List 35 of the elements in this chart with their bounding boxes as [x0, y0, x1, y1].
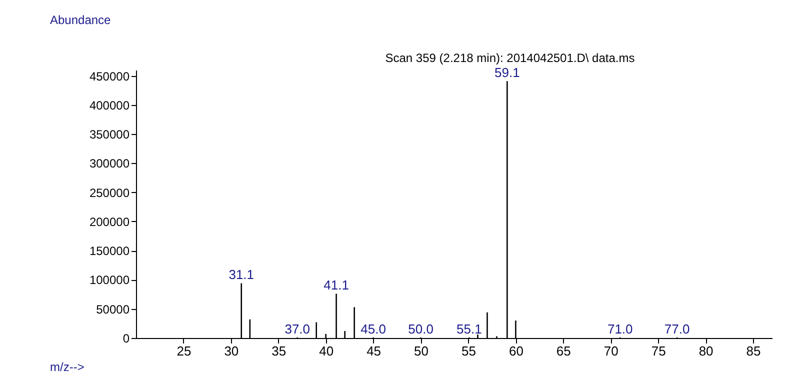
annotation: 41.1 [324, 278, 349, 293]
x-tick-label: 35 [272, 344, 286, 358]
annotation: 71.0 [607, 321, 633, 336]
x-tick-label: 70 [604, 344, 618, 358]
x-axis-title: m/z--> [50, 360, 84, 374]
x-tick-label: 25 [176, 344, 192, 358]
y-tick-label: 0 [122, 332, 130, 346]
x-tick-label: 75 [651, 344, 666, 358]
annotation: 55.1 [456, 321, 482, 336]
annotation: 45.0 [360, 321, 386, 336]
y-tick-label: 200000 [89, 214, 130, 229]
y-tick-label: 300000 [89, 156, 130, 171]
x-tick-label: 55 [462, 344, 476, 358]
x-tick-label: 60 [508, 344, 524, 358]
annotation: 59.1 [494, 65, 520, 80]
chart-title: Scan 359 (2.218 min): 2014042501.D\ data.ms [385, 51, 635, 65]
x-tick-label: 50 [414, 344, 429, 358]
x-tick-label: 65 [556, 344, 571, 358]
y-tick-label: 250000 [89, 186, 130, 200]
annotation: 77.0 [664, 321, 690, 336]
y-tick-label: 350000 [89, 128, 130, 142]
annotation: 50.0 [408, 321, 434, 336]
x-tick-label: 85 [746, 344, 761, 358]
y-tick-label: 150000 [89, 244, 130, 258]
x-tick-label: 80 [698, 344, 714, 358]
x-tick-label: 45 [366, 344, 382, 358]
x-tick-label: 30 [224, 344, 239, 358]
annotation: 31.1 [228, 267, 254, 282]
annotation: 37.0 [284, 321, 310, 336]
y-tick-label: 450000 [89, 69, 130, 84]
x-tick-label: 40 [319, 344, 334, 358]
y-axis-title: Abundance [50, 13, 112, 27]
y-tick-label: 50000 [96, 302, 130, 316]
y-tick-label: 100000 [89, 273, 130, 288]
y-tick-label: 400000 [89, 98, 130, 112]
